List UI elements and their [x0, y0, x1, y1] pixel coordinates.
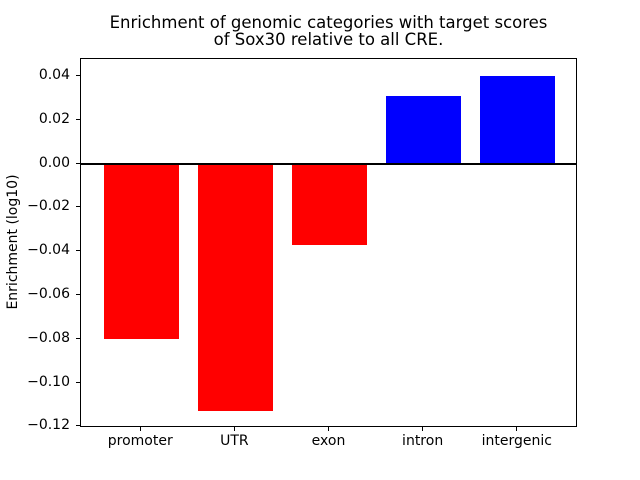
y-tick-mark [76, 74, 80, 76]
y-tick-label: 0.00 [38, 154, 70, 171]
y-tick-mark [76, 425, 80, 427]
plot-area [80, 58, 577, 427]
x-tick-label-UTR: UTR [220, 433, 249, 449]
x-tick-label-intron: intron [402, 433, 444, 449]
bar-promoter [103, 163, 179, 339]
chart-title: Enrichment of genomic categories with ta… [109, 13, 548, 50]
y-tick-label: −0.02 [27, 198, 70, 215]
x-tick-mark [233, 427, 235, 431]
x-tick-mark [328, 427, 329, 431]
y-axis-label: Enrichment (log10) [5, 174, 21, 310]
y-tick-label: −0.12 [27, 417, 70, 434]
y-tick-label: −0.06 [27, 285, 70, 302]
x-tick-mark [516, 427, 518, 431]
y-tick-label: −0.04 [27, 242, 70, 259]
bar-intergenic [480, 75, 556, 164]
zero-baseline [81, 162, 576, 165]
y-tick-mark [76, 250, 80, 252]
y-tick-mark [76, 337, 80, 339]
y-tick-mark [76, 381, 80, 383]
x-tick-mark [422, 427, 424, 431]
y-tick-label: −0.08 [27, 329, 70, 346]
y-tick-label: −0.10 [27, 373, 70, 390]
y-tick-mark [76, 293, 80, 295]
bar-intron [385, 95, 462, 164]
y-tick-label: 0.04 [38, 66, 70, 83]
y-tick-mark [76, 162, 80, 164]
plot-inner [81, 59, 576, 426]
bar-exon [291, 163, 368, 245]
x-tick-label-intergenic: intergenic [481, 433, 552, 449]
y-tick-mark [76, 206, 80, 208]
x-tick-label-promoter: promoter [107, 433, 173, 449]
x-tick-mark [139, 427, 141, 431]
y-tick-mark [76, 118, 80, 120]
x-tick-label-exon: exon [311, 433, 346, 449]
bar-UTR [197, 163, 274, 412]
y-tick-label: 0.02 [38, 110, 70, 127]
